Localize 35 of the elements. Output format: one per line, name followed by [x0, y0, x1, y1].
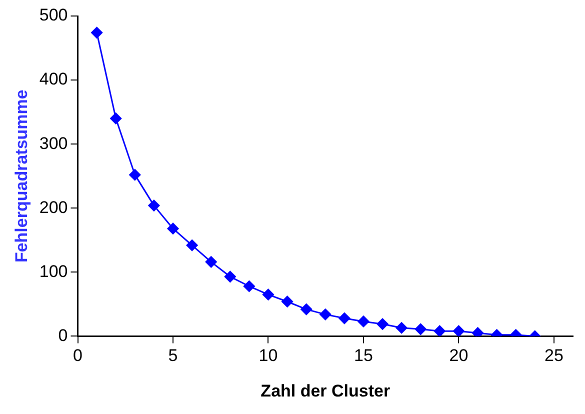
point — [472, 327, 484, 336]
y-tick-label: 500 — [39, 6, 68, 25]
point — [396, 322, 408, 334]
x-tick-label: 0 — [73, 346, 82, 366]
point — [129, 169, 141, 181]
point — [434, 325, 446, 336]
y-tick-label: 0 — [58, 326, 68, 345]
point — [110, 112, 122, 124]
point — [205, 256, 217, 268]
point — [358, 316, 370, 328]
point — [320, 308, 332, 320]
point — [148, 200, 160, 212]
x-tick-label: 15 — [354, 346, 373, 366]
y-tick-label: 400 — [39, 70, 68, 89]
x-tick-label: 10 — [258, 346, 278, 366]
point — [186, 240, 198, 252]
x-tick-label: 25 — [544, 346, 564, 366]
y-axis-title: Fehlerquadratsumme — [12, 90, 31, 263]
point — [282, 296, 294, 308]
point — [414, 323, 426, 335]
point — [376, 318, 388, 330]
point — [167, 222, 179, 234]
point — [452, 325, 464, 336]
y-tick-label: 200 — [39, 198, 68, 217]
x-tick-label: 5 — [168, 346, 178, 366]
point — [300, 304, 312, 316]
x-tick-label: 20 — [449, 346, 468, 366]
point — [338, 312, 350, 324]
x-axis-title: Zahl der Cluster — [260, 381, 390, 400]
y-tick-label: 100 — [39, 262, 68, 281]
point — [262, 288, 274, 300]
point — [243, 280, 255, 292]
point — [224, 270, 236, 282]
y-tick-label: 300 — [39, 134, 68, 153]
point — [91, 26, 103, 38]
